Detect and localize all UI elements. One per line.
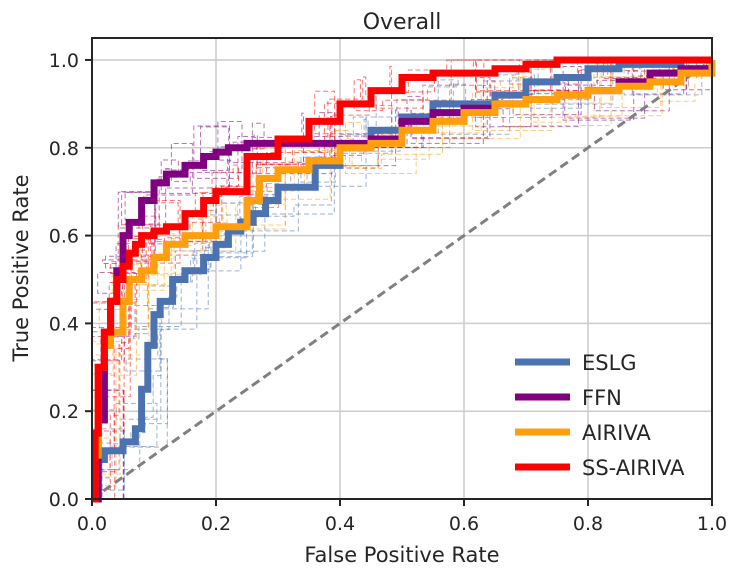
- x-tick-label: 0.4: [325, 513, 355, 535]
- y-tick-label: 0.4: [49, 313, 79, 335]
- fold-curve: [91, 59, 706, 499]
- y-tick-label: 0.6: [49, 226, 79, 248]
- fold-curve: [91, 59, 689, 473]
- x-tick-label: 0.8: [573, 513, 603, 535]
- x-tick-label: 1.0: [697, 513, 727, 535]
- legend-label: AIRIVA: [582, 421, 651, 445]
- series-airiva: [91, 59, 716, 503]
- series-eslg: [92, 56, 712, 503]
- x-tick-label: 0.6: [449, 513, 479, 535]
- y-tick-label: 1.0: [49, 50, 79, 72]
- fold-curve: [91, 59, 709, 491]
- tick-layer: 0.0 0.2 0.4 0.6 0.8 1.0 0.0 0.2 0.4 0.6 0.8 1.0: [49, 50, 727, 535]
- y-tick-label: 0.2: [49, 401, 79, 423]
- x-axis-title: False Positive Rate: [304, 543, 499, 567]
- y-tick-label: 0.8: [49, 138, 79, 160]
- plot-frame: [91, 37, 713, 500]
- series-ss-airiva: [91, 56, 712, 503]
- y-tick-label: 0.0: [49, 489, 79, 511]
- legend: ESLG FFN AIRIVA SS-AIRIVA: [515, 351, 685, 480]
- x-tick-label: 0.2: [201, 513, 231, 535]
- fold-curve: [93, 59, 712, 498]
- legend-label: FFN: [582, 386, 622, 410]
- fold-curve: [91, 59, 713, 500]
- legend-label: ESLG: [582, 351, 637, 375]
- chance-line: [91, 58, 713, 501]
- x-tick-label: 0.0: [77, 513, 107, 535]
- y-axis-title: True Positive Rate: [9, 174, 33, 362]
- legend-label: SS-AIRIVA: [582, 456, 685, 480]
- chart-title: Overall: [363, 10, 442, 35]
- series-layer: [91, 56, 716, 503]
